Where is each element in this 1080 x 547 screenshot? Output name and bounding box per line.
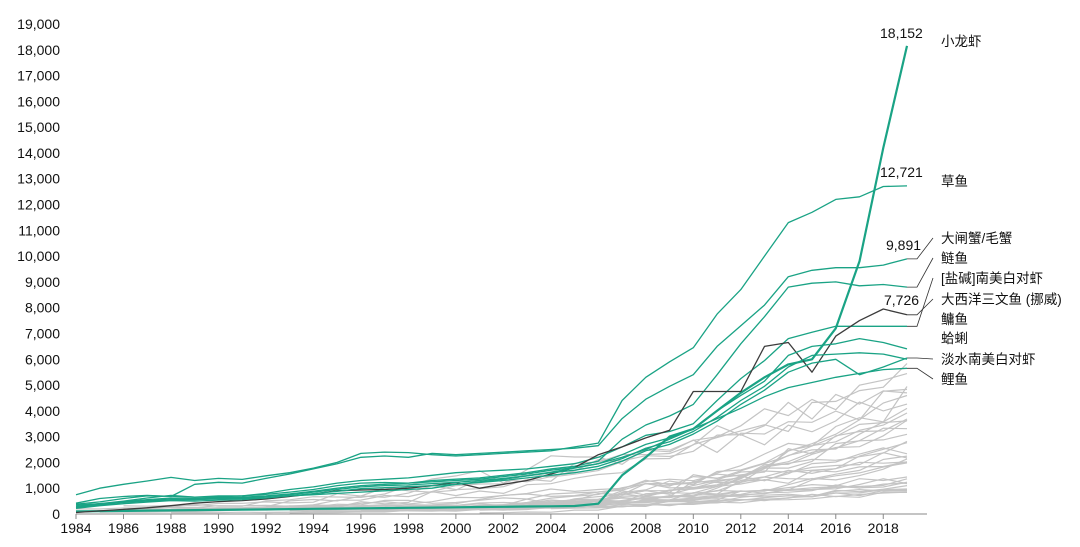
y-tick-label: 16,000 (17, 93, 60, 109)
x-tick-label: 2008 (630, 520, 661, 536)
x-tick-label: 2014 (773, 520, 804, 536)
x-tick-label: 1996 (345, 520, 376, 536)
series-label: [盐碱]南美白对虾 (941, 271, 1043, 286)
y-tick-label: 17,000 (17, 68, 60, 84)
y-tick-label: 5,000 (25, 377, 60, 393)
leader-line (907, 367, 934, 380)
x-tick-label: 2004 (535, 520, 566, 536)
value-annotation: 18,152 (880, 25, 923, 41)
y-tick-label: 19,000 (17, 16, 60, 32)
y-tick-label: 0 (52, 506, 60, 522)
leader-line (907, 237, 934, 260)
series-line-9 (75, 367, 908, 506)
series-line-0 (75, 45, 909, 513)
value-annotation: 9,891 (886, 237, 921, 253)
background-series-line (550, 458, 908, 510)
y-tick-label: 7,000 (25, 325, 60, 341)
series-line-3 (75, 281, 908, 507)
leader-line (907, 277, 934, 327)
y-tick-label: 1,000 (25, 480, 60, 496)
series-line-8 (75, 357, 908, 509)
series-label: 大西洋三文鱼 (挪威) (941, 291, 1062, 307)
series-line-6 (75, 337, 908, 508)
x-tick-label: 1992 (250, 520, 281, 536)
series-line-4 (75, 325, 907, 505)
background-series-line (527, 485, 908, 509)
y-tick-label: 4,000 (25, 403, 60, 419)
series-label: 鲢鱼 (941, 250, 968, 266)
background-series-line (123, 401, 908, 507)
x-tick-label: 2002 (488, 520, 519, 536)
y-tick-label: 11,000 (18, 222, 60, 238)
x-tick-label: 1990 (203, 520, 234, 536)
value-annotation: 7,726 (884, 292, 919, 308)
y-tick-label: 13,000 (17, 171, 60, 187)
y-tick-label: 14,000 (17, 145, 60, 161)
y-tick-label: 2,000 (25, 454, 60, 470)
series-line-2 (75, 258, 908, 504)
background-series-group (75, 363, 908, 514)
highlighted-series-group (75, 45, 909, 514)
series-label: 蛤蜊 (941, 331, 968, 346)
x-tick-label: 1988 (155, 520, 186, 536)
background-series-line (550, 407, 908, 508)
y-tick-label: 12,000 (17, 197, 60, 213)
series-line-5 (75, 308, 908, 514)
y-tick-label: 10,000 (17, 248, 60, 264)
y-tick-label: 9,000 (25, 274, 60, 290)
x-tick-label: 2016 (820, 520, 851, 536)
series-label: 鳙鱼 (941, 311, 968, 327)
y-tick-label: 18,000 (17, 42, 60, 58)
x-tick-label: 2006 (583, 520, 614, 536)
background-series-line (289, 461, 908, 514)
series-label: 淡水南美白对虾 (941, 352, 1036, 367)
leader-line (907, 298, 934, 316)
y-tick-label: 3,000 (25, 429, 60, 445)
leader-line (907, 257, 934, 288)
x-tick-label: 1994 (298, 520, 329, 536)
series-label: 鲤鱼 (941, 371, 968, 387)
x-tick-label: 2000 (440, 520, 471, 536)
x-tick-label: 2012 (725, 520, 756, 536)
leader-line (907, 357, 934, 360)
x-tick-label: 2018 (868, 520, 899, 536)
series-label: 草鱼 (941, 173, 968, 189)
x-tick-label: 2010 (678, 520, 709, 536)
series-label: 小龙虾 (941, 34, 982, 49)
x-tick-label: 1984 (60, 520, 91, 536)
value-annotation: 12,721 (880, 164, 923, 180)
y-tick-label: 8,000 (25, 300, 60, 316)
axes-group: 1984 1986 1988 1990 1992 1994 1996 1998 2000 2002… (17, 16, 927, 536)
y-tick-label: 6,000 (25, 351, 60, 367)
x-tick-label: 1998 (393, 520, 424, 536)
x-tick-label: 1986 (108, 520, 139, 536)
y-tick-label: 15,000 (17, 119, 60, 135)
series-line-1 (75, 185, 908, 496)
series-label: 大闸蟹/毛蟹 (941, 231, 1012, 246)
